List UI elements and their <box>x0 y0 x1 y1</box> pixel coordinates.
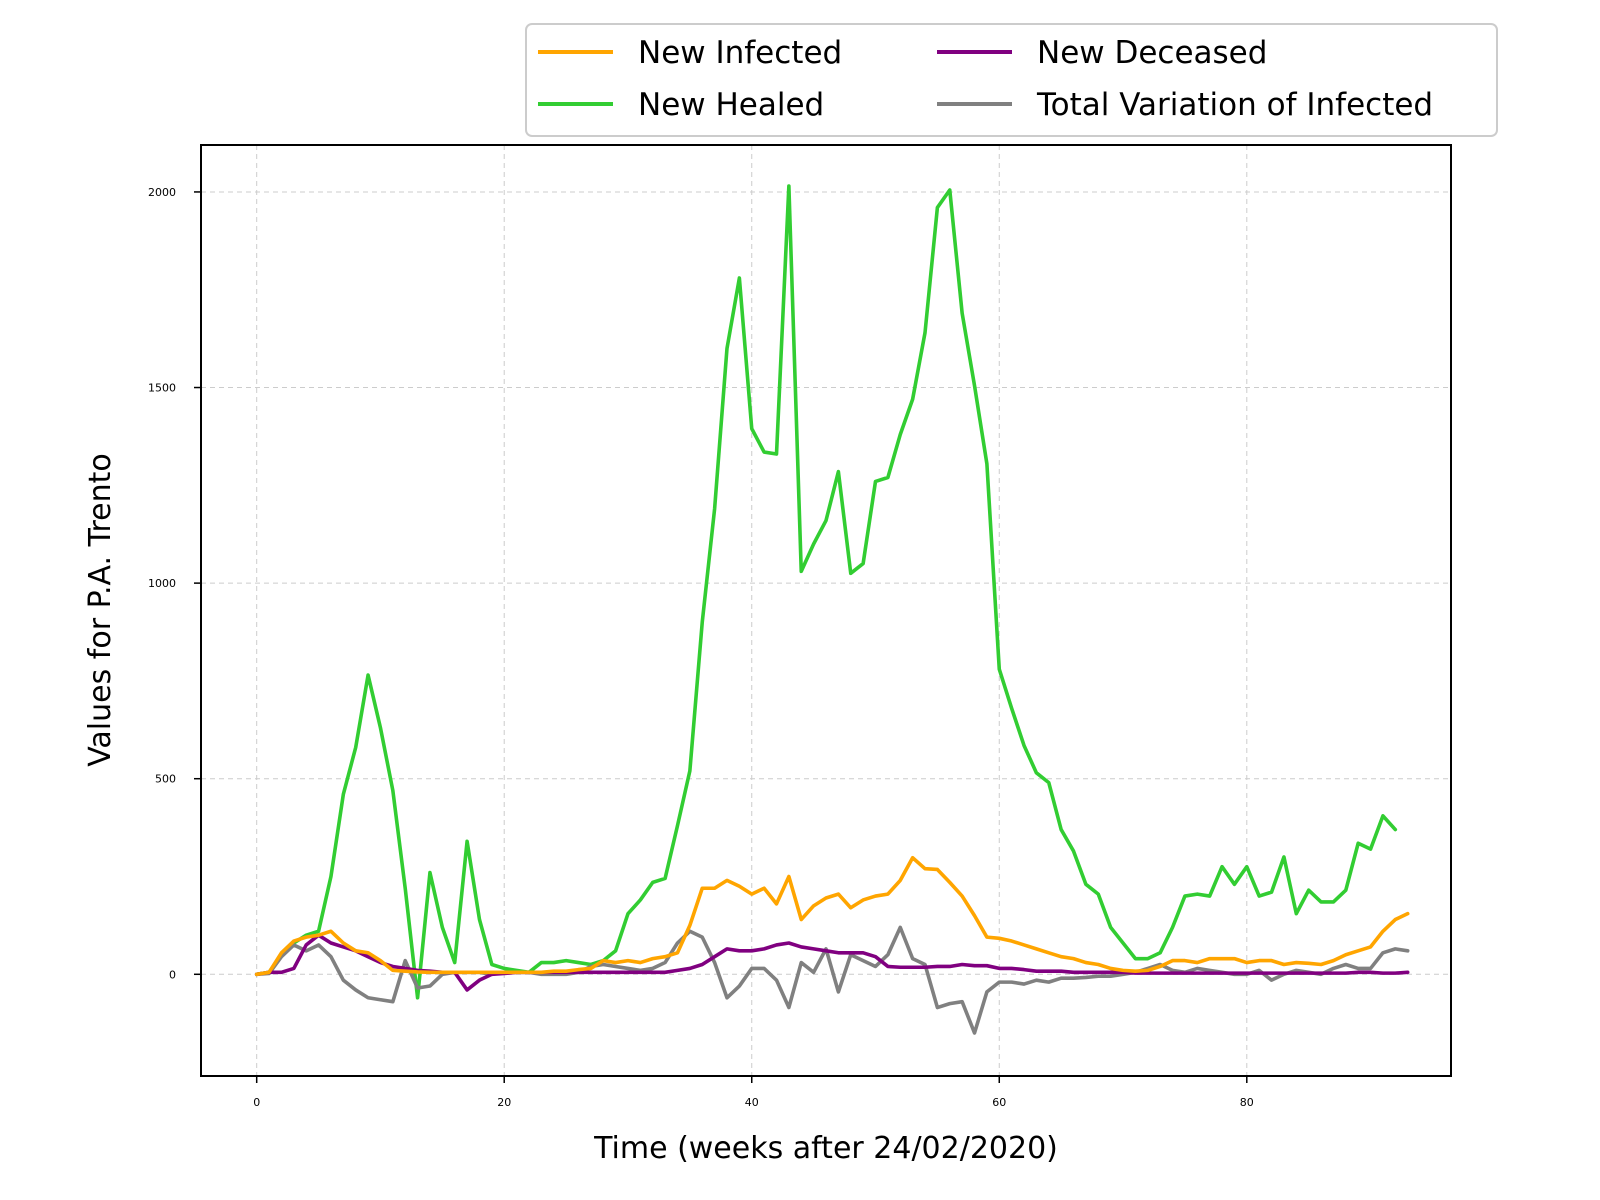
legend-item-new-infected: New Infected <box>538 35 842 71</box>
x-tick-label: 40 <box>745 1096 759 1109</box>
legend-box <box>525 23 1498 137</box>
series-group <box>254 184 1410 1035</box>
grid <box>201 145 1451 1076</box>
x-tick-label: 80 <box>1240 1096 1254 1109</box>
series-line-new-infected <box>254 855 1410 977</box>
x-tick-label: 0 <box>253 1096 260 1109</box>
legend-label: Total Variation of Infected <box>1036 87 1433 123</box>
axis-ticks: 0 20 40 60 80 0 500 1000 1500 2000 <box>148 186 1254 1109</box>
x-axis-label: Time (weeks after 24/02/2020) <box>593 1131 1058 1166</box>
series-line-new-healed <box>254 184 1398 1000</box>
legend-label: New Healed <box>638 87 824 123</box>
legend-item-new-deceased: New Deceased <box>937 35 1267 71</box>
x-tick-label: 60 <box>992 1096 1006 1109</box>
plot-area-frame <box>200 144 1452 1077</box>
y-tick-label: 1000 <box>148 577 176 590</box>
legend-item-new-healed: New Healed <box>538 87 824 123</box>
y-tick-label: 500 <box>155 773 176 786</box>
legend-label: New Infected <box>638 35 842 71</box>
legend-label: New Deceased <box>1037 35 1267 71</box>
y-tick-label: 2000 <box>148 186 176 199</box>
x-tick-label: 20 <box>497 1096 511 1109</box>
legend: New Infected New Healed New Deceased Total … <box>525 23 1498 137</box>
y-tick-label: 0 <box>169 968 176 981</box>
y-axis-label: Values for P.A. Trento <box>83 453 118 767</box>
y-tick-label: 1500 <box>148 382 176 395</box>
legend-item-total-variation-of-infected: Total Variation of Infected <box>937 87 1433 123</box>
